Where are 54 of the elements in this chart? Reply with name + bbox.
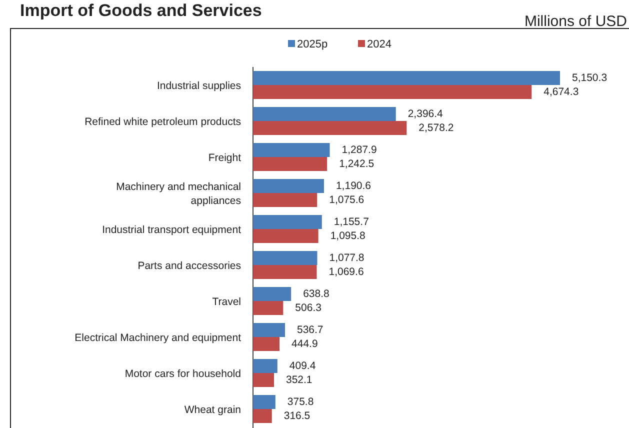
bar (253, 251, 318, 265)
data-label: 5,150.3 (572, 72, 608, 84)
data-label: 1,077.8 (329, 252, 364, 264)
chart-title: Import of Goods and Services (20, 1, 262, 20)
bar (253, 71, 560, 85)
bar (253, 193, 318, 207)
data-label: 1,242.5 (339, 158, 374, 170)
y-tick-label: Refined white petroleum products (84, 116, 241, 128)
bar (253, 373, 274, 387)
data-label: 1,190.6 (336, 180, 372, 192)
bar (253, 409, 272, 423)
bar (253, 179, 324, 193)
y-tick-label: Freight (208, 152, 242, 164)
data-label: 4,674.3 (544, 86, 579, 98)
chart-subtitle: Millions of USD (524, 13, 628, 30)
bar (253, 287, 292, 301)
bar (253, 359, 278, 373)
y-tick-label: Electrical Machinery and equipment (74, 332, 242, 344)
y-tick-label: Machinery and mechanical appliances (116, 181, 241, 207)
bar (253, 143, 330, 157)
data-label: 2,578.2 (418, 122, 454, 134)
bar (253, 229, 318, 243)
bar (253, 215, 322, 229)
data-label: 1,155.7 (334, 216, 370, 228)
y-tick-label: Travel (212, 296, 241, 308)
y-tick-label: Wheat grain (184, 404, 242, 416)
data-label: 2,396.4 (408, 108, 444, 120)
data-label: 536.7 (296, 324, 324, 336)
bar (253, 265, 317, 279)
legend-label: 2024 (367, 38, 392, 50)
bar (253, 337, 280, 351)
data-label: 1,075.6 (329, 194, 364, 206)
data-label: 375.8 (287, 396, 314, 408)
bar (253, 85, 532, 99)
data-label: 409.4 (289, 360, 316, 372)
bar (253, 157, 328, 171)
y-tick-label: Parts and accessories (138, 260, 241, 272)
bar (253, 301, 284, 315)
bar (253, 323, 285, 337)
data-label: 1,287.9 (342, 144, 377, 156)
data-label: 638.8 (303, 288, 330, 300)
y-tick-label: Industrial supplies (156, 80, 241, 92)
legend-label: 2025p (297, 38, 328, 50)
data-label: 352.1 (286, 374, 312, 386)
data-label: 1,095.8 (330, 230, 366, 242)
data-label: 444.9 (292, 338, 318, 350)
bar (253, 121, 407, 135)
bar (253, 107, 396, 121)
data-label: 506.3 (295, 302, 322, 314)
y-tick-label: Motor cars for household (124, 368, 242, 380)
data-label: 316.5 (284, 410, 310, 422)
y-tick-label: Industrial transport equipment (102, 224, 242, 236)
bar (253, 395, 276, 409)
data-label: 1,069.6 (328, 266, 364, 278)
